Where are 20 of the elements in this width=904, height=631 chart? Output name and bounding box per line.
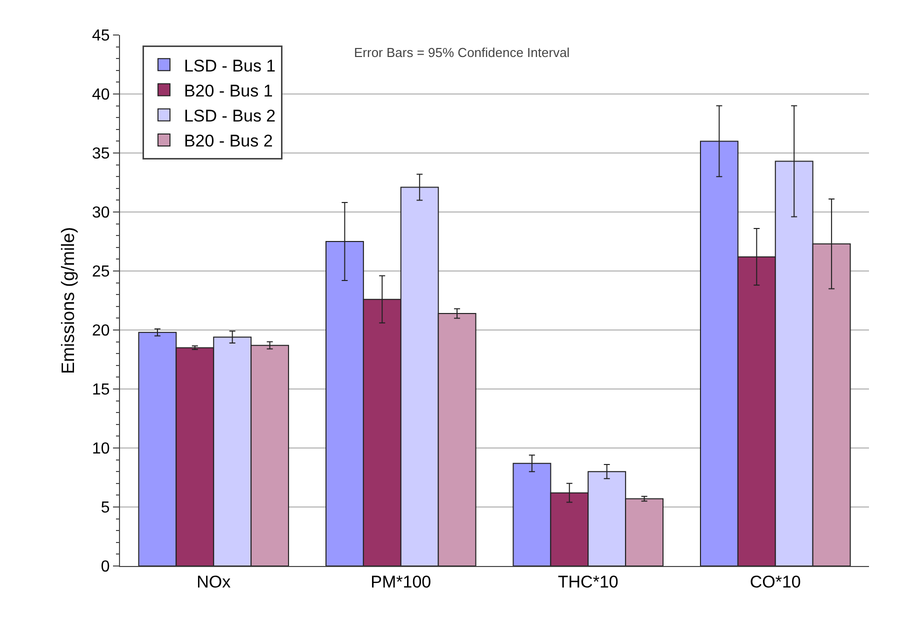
x-tick-label: THC*10 (558, 572, 618, 592)
y-tick-label: 45 (92, 28, 110, 45)
legend-label: LSD - Bus 1 (184, 56, 276, 76)
annotation: Error Bars = 95% Confidence Interval (354, 45, 570, 60)
y-axis-title: Emissions (g/mile) (58, 226, 78, 374)
x-tick-label: NOx (196, 572, 232, 592)
y-tick-label: 15 (92, 382, 110, 399)
legend-label: LSD - Bus 2 (184, 106, 276, 126)
y-tick-label: 35 (92, 146, 110, 163)
y-tick-label: 25 (92, 264, 110, 281)
y-tick-label: 30 (92, 204, 110, 222)
y-tick-label: 40 (92, 86, 110, 104)
legend-label: B20 - Bus 1 (184, 81, 273, 100)
y-tick-label: 5 (100, 500, 110, 517)
x-tick-label: PM*100 (370, 572, 432, 592)
y-tick-label: 0 (100, 558, 110, 576)
y-tick-label: 10 (92, 440, 110, 458)
legend-label: B20 - Bus 2 (184, 132, 273, 151)
x-tick-label: CO*10 (750, 572, 801, 592)
y-tick-label: 20 (92, 322, 110, 340)
